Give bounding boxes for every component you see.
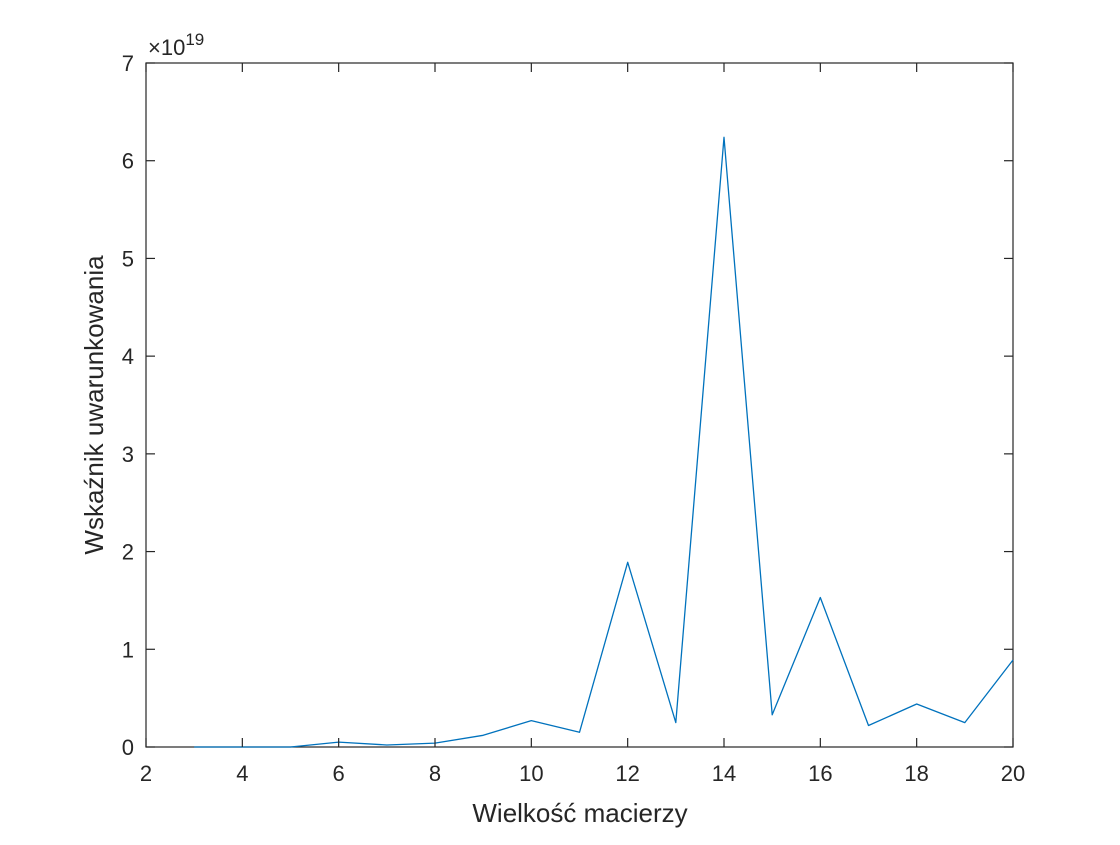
x-tick-label: 4 xyxy=(236,761,248,786)
y-tick-label: 7 xyxy=(122,51,134,76)
axes-box xyxy=(145,62,1014,748)
y-exponent-label: ×1019 xyxy=(148,30,204,60)
plot-area xyxy=(145,62,1014,748)
y-exponent-power: 19 xyxy=(185,30,204,49)
x-axis-label: Wielkość macierzy xyxy=(472,798,687,828)
x-tick-label: 14 xyxy=(712,761,736,786)
series-line xyxy=(194,136,1014,748)
y-exponent-base: ×10 xyxy=(148,35,185,60)
x-tick-label: 2 xyxy=(140,761,152,786)
x-tick-label: 20 xyxy=(1001,761,1025,786)
y-tick-label: 4 xyxy=(122,344,134,369)
y-axis-label: Wskaźnik uwarunkowania xyxy=(79,255,109,555)
y-tick-label: 1 xyxy=(122,637,134,662)
x-tick-label: 12 xyxy=(615,761,639,786)
y-tick-label: 3 xyxy=(122,442,134,467)
x-tick-label: 18 xyxy=(904,761,928,786)
y-tick-label: 5 xyxy=(122,246,134,271)
x-tick-label: 8 xyxy=(429,761,441,786)
y-tick-label: 2 xyxy=(122,540,134,565)
y-tick-label: 0 xyxy=(122,735,134,760)
y-tick-label: 6 xyxy=(122,149,134,174)
series-layer xyxy=(194,136,1014,748)
x-tick-label: 16 xyxy=(808,761,832,786)
x-tick-label: 6 xyxy=(333,761,345,786)
x-tick-label: 10 xyxy=(519,761,543,786)
